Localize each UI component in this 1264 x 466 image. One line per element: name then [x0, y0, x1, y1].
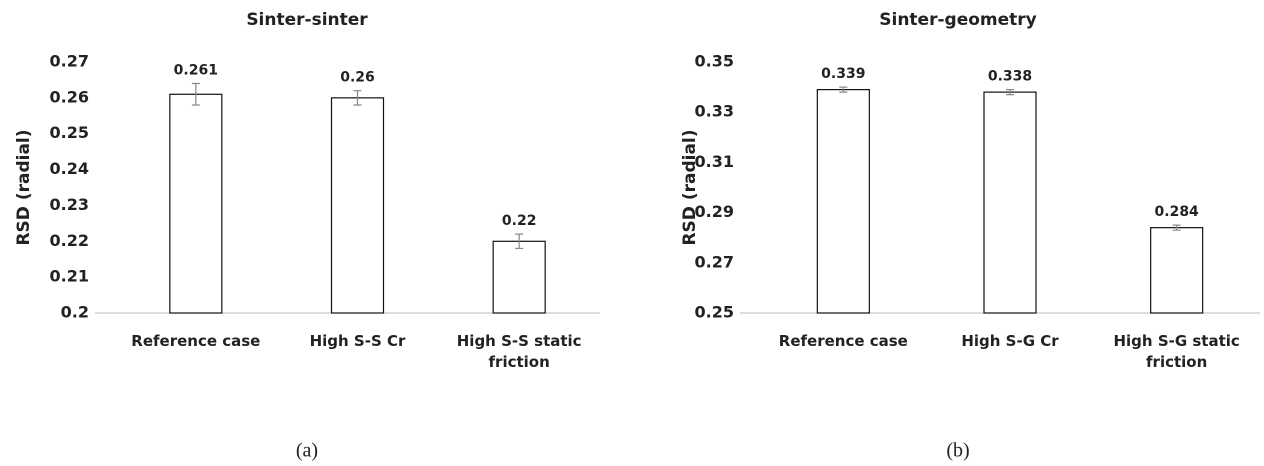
- bar: [1150, 227, 1204, 314]
- y-tick-label: 0.23: [50, 195, 89, 214]
- bar: [492, 240, 546, 314]
- y-tick-label: 0.27: [50, 52, 89, 71]
- y-axis-label: RSD (radial): [14, 129, 34, 245]
- y-tick-label: 0.25: [695, 303, 734, 322]
- data-label: 0.338: [988, 69, 1032, 85]
- y-tick-label: 0.35: [695, 52, 734, 71]
- y-tick-label: 0.31: [695, 152, 734, 171]
- y-tick-label: 0.26: [50, 87, 89, 106]
- y-tick-label: 0.24: [50, 159, 89, 178]
- data-label: 0.284: [1155, 204, 1200, 220]
- y-axis-label: RSD (radial): [680, 129, 700, 245]
- x-tick-label: High S-S static friction: [456, 332, 582, 371]
- data-label: 0.26: [340, 70, 375, 86]
- y-tick-label: 0.22: [50, 231, 89, 250]
- data-label: 0.22: [502, 213, 537, 229]
- caption: (b): [946, 440, 969, 462]
- bar: [169, 93, 223, 314]
- x-tick-label: High S-G static friction: [1113, 332, 1240, 371]
- error-bar: [1006, 89, 1014, 96]
- x-tick-label: High S-G Cr: [961, 332, 1059, 350]
- data-label: 0.339: [821, 66, 865, 82]
- error-bar: [515, 233, 524, 250]
- error-bar: [353, 90, 362, 106]
- error-bar: [191, 82, 200, 106]
- x-tick-label: Reference case: [778, 332, 908, 350]
- error-bar: [839, 86, 848, 93]
- bar: [330, 97, 385, 314]
- y-tick-label: 0.21: [50, 267, 89, 286]
- data-label: 0.261: [174, 63, 218, 79]
- bar: [816, 89, 870, 314]
- caption: (a): [296, 440, 318, 462]
- x-tick-label: High S-S Cr: [309, 332, 406, 350]
- chart-title: Sinter-sinter: [246, 10, 368, 30]
- y-tick-label: 0.33: [695, 102, 734, 121]
- bar: [983, 91, 1037, 314]
- chart-title: Sinter-geometry: [879, 10, 1036, 30]
- y-tick-label: 0.2: [61, 303, 89, 322]
- error-bar: [1172, 224, 1181, 231]
- x-tick-label: Reference case: [131, 332, 261, 350]
- y-tick-label: 0.27: [695, 252, 734, 271]
- y-tick-label: 0.29: [695, 202, 734, 221]
- y-tick-label: 0.25: [50, 123, 89, 142]
